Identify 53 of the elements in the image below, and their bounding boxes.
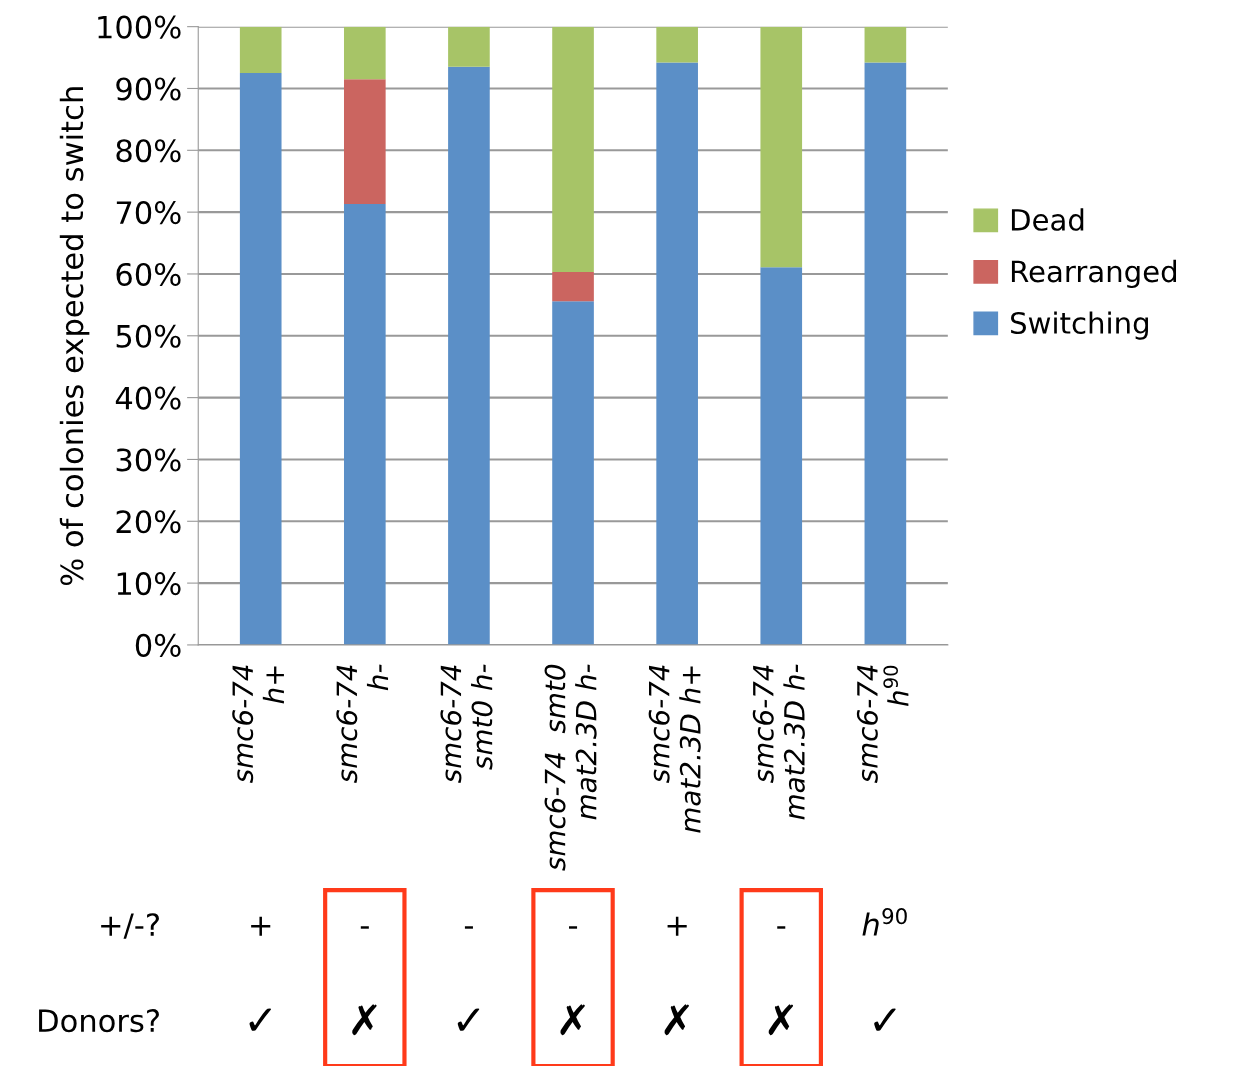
text: + <box>251 916 271 936</box>
bar <box>343 204 386 645</box>
x-tick-label: smc6-74 smt0 h- <box>440 664 493 784</box>
text: +/-? <box>101 913 159 939</box>
bar <box>448 66 490 645</box>
text: ✓ <box>874 1008 896 1031</box>
text: - <box>464 926 473 929</box>
text: Donors? <box>39 1009 159 1033</box>
text: ✓ <box>457 1008 480 1031</box>
text: + <box>667 916 687 936</box>
y-axis-title: % of colonies expected to switch <box>59 87 90 586</box>
legend-label: Dead <box>1011 208 1084 231</box>
bar <box>760 267 803 645</box>
bar <box>448 26 490 67</box>
x-tick-label: smc6-74 h+ <box>232 665 284 784</box>
text: h$^{90}$ <box>862 908 907 936</box>
bar <box>239 26 282 74</box>
text: - <box>777 926 786 929</box>
text: ✗ <box>352 1004 377 1036</box>
y-tick-label: 90% <box>116 77 181 101</box>
bar <box>864 62 907 645</box>
text: ✓ <box>249 1008 272 1031</box>
y-tick-label: 70% <box>116 201 181 225</box>
bar <box>552 301 594 645</box>
y-tick-label: 20% <box>116 510 181 534</box>
bar <box>656 62 698 645</box>
bar <box>239 73 282 645</box>
y-tick-label: 100% <box>98 15 181 39</box>
x-tick-label: smc6-74 mat2.3D h+ <box>648 665 701 833</box>
y-tick-label: 40% <box>115 386 181 410</box>
x-tick-label: smc6-74 h$^{90}$ <box>856 665 909 784</box>
bar <box>343 79 386 205</box>
bar <box>552 272 594 302</box>
bar <box>864 26 907 63</box>
text: ✗ <box>560 1004 585 1036</box>
text: ✗ <box>664 1004 689 1036</box>
y-tick-label: 10% <box>117 572 181 596</box>
x-tick-label: smc6-74 mat2.3D h- <box>752 664 805 820</box>
x-tick-label: smc6-74 h- <box>336 664 389 784</box>
text: - <box>569 926 578 929</box>
text: - <box>360 926 369 929</box>
bar <box>552 26 594 273</box>
y-tick-label: 0% <box>135 633 181 657</box>
y-tick-label: 30% <box>116 448 181 472</box>
y-tick-label: 50% <box>116 324 181 348</box>
y-tick-label: 60% <box>116 262 181 287</box>
legend-label: Rearranged <box>1011 259 1177 289</box>
text: ✗ <box>768 1004 794 1036</box>
y-tick-label: 80% <box>116 139 181 163</box>
bar <box>656 26 698 63</box>
bar <box>760 26 803 268</box>
bar <box>343 26 386 80</box>
legend-label: Switching <box>1011 311 1148 340</box>
